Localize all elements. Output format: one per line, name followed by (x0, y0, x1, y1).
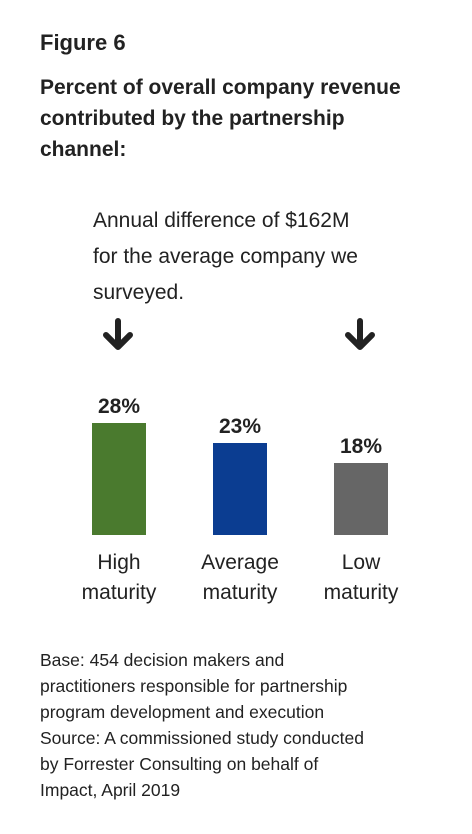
arrow-down-icon (345, 318, 375, 350)
chart-title-line: channel: (40, 138, 127, 161)
category-label: High (97, 551, 140, 574)
arrow-down-icon (103, 318, 133, 350)
data-label: 23% (219, 415, 261, 438)
chart-title-line: Percent of overall company revenue (40, 76, 401, 99)
data-label: 28% (98, 395, 140, 418)
chart-title-line: contributed by the partnership (40, 107, 345, 130)
bar (213, 443, 267, 535)
bar-chart: 28% High maturity 23% Average maturity 18% Low m… (82, 395, 399, 604)
footnote-base-line: practitioners responsible for partnershi… (40, 676, 348, 696)
annotation-line: Annual difference of $162M (93, 209, 350, 232)
footnote-source-line: by Forrester Consulting on behalf of (40, 754, 319, 774)
bar (334, 463, 388, 535)
figure-label: Figure 6 (40, 30, 126, 55)
footnote-source-line: Impact, April 2019 (40, 780, 181, 800)
category-label: maturity (324, 581, 399, 604)
bar (92, 423, 146, 535)
category-label: Low (342, 551, 381, 574)
category-label: Average (201, 551, 279, 574)
annotation-line: for the average company we (93, 245, 358, 268)
annotation-line: surveyed. (93, 281, 185, 304)
footnote-source-line: Source: A commissioned study conducted (40, 728, 364, 748)
footnote: Base: 454 decision makers and practition… (40, 647, 460, 803)
annotation: Annual difference of $162M for the avera… (93, 203, 433, 311)
chart-title: Percent of overall company revenue contr… (40, 72, 450, 165)
data-label: 18% (340, 435, 382, 458)
category-label: maturity (82, 581, 157, 604)
footnote-base-line: Base: 454 decision makers and (40, 650, 285, 670)
footnote-base-line: program development and execution (40, 702, 325, 722)
category-label: maturity (203, 581, 278, 604)
